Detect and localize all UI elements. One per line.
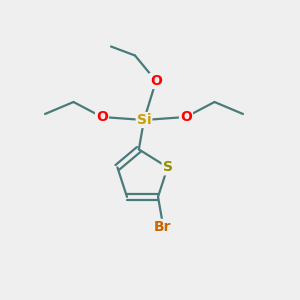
Text: O: O [180, 110, 192, 124]
Text: O: O [96, 110, 108, 124]
Text: S: S [163, 160, 172, 174]
Text: Si: Si [137, 113, 151, 127]
Text: Br: Br [154, 220, 171, 234]
Text: O: O [150, 74, 162, 88]
